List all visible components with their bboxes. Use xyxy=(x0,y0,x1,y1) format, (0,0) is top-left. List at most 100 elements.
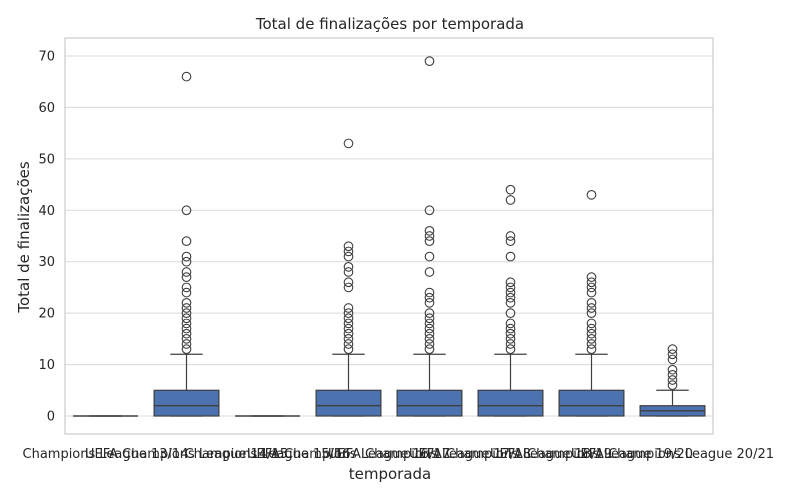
outlier-point xyxy=(181,256,192,267)
outlier-point xyxy=(343,334,354,344)
outlier-point xyxy=(505,328,516,339)
x-tick-label: UEFA Champions League 18/19 xyxy=(409,447,612,462)
box-group xyxy=(558,190,625,417)
x-tick-label: UEFA Champions League 17/18 xyxy=(328,447,531,462)
y-tick-label: 60 xyxy=(38,101,55,116)
outlier-point xyxy=(181,328,192,339)
outlier-point xyxy=(505,251,516,262)
outlier-point xyxy=(424,334,435,344)
outlier-point xyxy=(586,323,597,334)
y-tick-label: 70 xyxy=(38,50,55,65)
outlier-point xyxy=(505,195,516,205)
box xyxy=(396,389,463,417)
outlier-point xyxy=(424,308,435,318)
outlier-point xyxy=(424,323,435,334)
outlier-point xyxy=(181,334,192,344)
y-tick-label: 0 xyxy=(47,410,55,425)
outlier-point xyxy=(343,313,354,324)
outlier-point xyxy=(181,303,192,313)
outlier-point xyxy=(505,344,516,354)
plot-area-frame xyxy=(64,37,714,435)
outlier-point xyxy=(667,375,678,385)
outlier-point xyxy=(424,328,435,339)
outlier-point xyxy=(343,318,354,329)
outlier-point xyxy=(586,339,597,349)
outlier-point xyxy=(667,349,678,360)
gridlines xyxy=(65,55,713,417)
x-axis-label: temporada xyxy=(349,465,432,483)
outlier-point xyxy=(667,380,678,390)
outlier-point xyxy=(505,277,516,288)
outlier-point xyxy=(181,267,192,277)
y-tick-label: 30 xyxy=(38,255,55,270)
outlier-point xyxy=(586,287,597,298)
outlier-point xyxy=(505,298,516,308)
outlier-point xyxy=(424,292,435,303)
outlier-point xyxy=(586,282,597,293)
outlier-point xyxy=(181,251,192,262)
outlier-point xyxy=(181,344,192,354)
box-group xyxy=(477,184,544,417)
outlier-point xyxy=(505,323,516,334)
x-tick-label: UEFA Champions League 16/17 xyxy=(247,447,450,462)
outlier-point xyxy=(505,282,516,293)
outlier-point xyxy=(343,303,354,313)
outlier-point xyxy=(343,267,354,277)
outlier-point xyxy=(505,339,516,349)
outlier-point xyxy=(181,313,192,324)
box xyxy=(315,389,382,417)
outlier-point xyxy=(424,251,435,262)
outlier-point xyxy=(424,287,435,298)
outlier-point xyxy=(343,328,354,339)
outlier-point xyxy=(181,323,192,334)
outlier-point xyxy=(343,339,354,349)
outlier-point xyxy=(586,272,597,282)
outlier-point xyxy=(424,339,435,349)
outlier-point xyxy=(586,303,597,313)
outlier-point xyxy=(343,323,354,334)
outlier-point xyxy=(667,354,678,365)
box-group xyxy=(315,138,382,417)
box xyxy=(153,389,220,417)
outlier-point xyxy=(586,344,597,354)
outlier-point xyxy=(586,334,597,344)
outlier-point xyxy=(181,308,192,318)
y-tick-label: 50 xyxy=(38,152,55,167)
y-axis-ticks: 0 10 20 30 40 50 60 70 xyxy=(38,50,55,425)
outlier-point xyxy=(424,344,435,354)
outlier-point xyxy=(505,231,516,241)
outlier-point xyxy=(667,364,678,375)
outlier-point xyxy=(343,138,354,149)
outlier-point xyxy=(505,318,516,329)
box-group xyxy=(639,344,706,417)
outlier-point xyxy=(343,344,354,354)
outlier-point xyxy=(343,246,354,257)
outlier-point xyxy=(586,298,597,308)
outlier-point xyxy=(343,251,354,262)
box-group xyxy=(153,71,220,417)
x-tick-label: Champions League 15/16 xyxy=(185,447,351,462)
x-tick-label: UEFA Champions League 14/15 xyxy=(85,447,288,462)
outlier-point xyxy=(181,298,192,308)
outlier-point xyxy=(343,282,354,293)
x-tick-label: UEFA Champions League 19/20 xyxy=(490,447,693,462)
outlier-point xyxy=(667,370,678,380)
outlier-point xyxy=(505,236,516,246)
y-tick-label: 10 xyxy=(38,358,55,373)
outlier-point xyxy=(424,267,435,277)
outlier-point xyxy=(586,277,597,288)
outlier-point xyxy=(586,328,597,339)
outlier-point xyxy=(181,205,192,216)
outlier-point xyxy=(586,318,597,329)
outlier-point xyxy=(505,287,516,298)
outlier-point xyxy=(424,56,435,66)
outlier-point xyxy=(505,292,516,303)
outlier-point xyxy=(505,308,516,318)
outlier-point xyxy=(181,339,192,349)
x-tick-label: UEFA Champions League 20/21 xyxy=(571,447,774,462)
outlier-point xyxy=(424,313,435,324)
outlier-point xyxy=(424,298,435,308)
outlier-point xyxy=(505,334,516,344)
